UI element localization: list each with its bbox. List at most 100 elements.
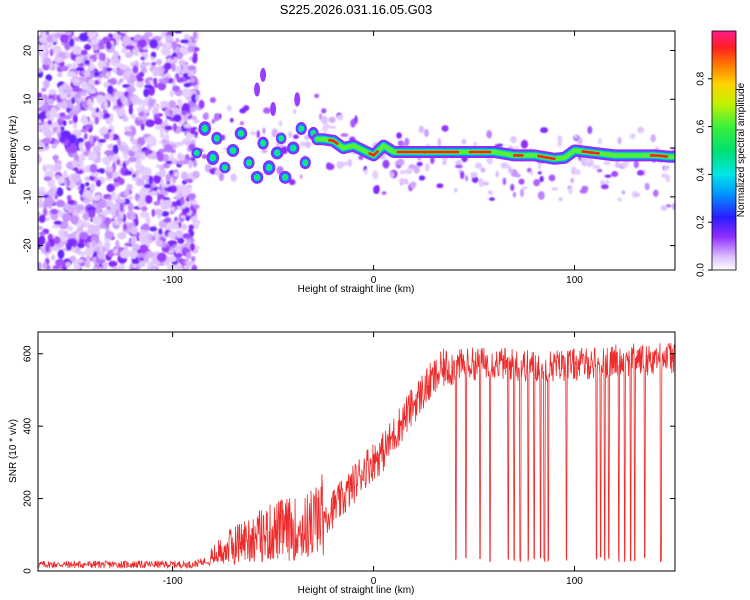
noise-spot [75,55,82,65]
noise-spot [461,138,467,145]
noise-spot [89,107,97,112]
noise-spot [637,126,645,134]
noise-spot [94,116,100,125]
noise-spot [182,233,192,239]
noise-spot [162,218,171,223]
noise-spot [38,140,44,150]
ridge-blob [290,145,296,151]
noise-spot [126,183,133,192]
noise-spot [474,162,483,169]
noise-spot [118,112,126,117]
noise-spot [117,217,124,223]
noise-spot [473,142,478,147]
noise-spot [183,82,191,88]
noise-spot [156,59,163,66]
y-tick-label: 400 [23,417,34,434]
noise-spot [160,178,165,187]
noise-spot [132,65,139,74]
ridge-blob [202,125,208,132]
spectrogram-noise-field [38,31,675,270]
ridge-peak [581,150,600,155]
noise-spot [161,31,166,37]
noise-spot [107,85,114,95]
noise-spot [69,255,76,262]
ridge-blob [279,135,284,141]
noise-spot [51,144,57,149]
noise-spot [97,60,105,69]
noise-spot [163,144,174,153]
noise-spot [94,246,101,253]
noise-spot [142,109,151,114]
noise-spot [43,176,52,181]
noise-spot [130,226,138,235]
y-tick-label: 20 [23,45,34,57]
noise-spot [150,56,155,61]
noise-spot [515,173,521,178]
snr-y-axis: 0 200 400 600 [23,345,675,574]
colorbar-tick-label: 0.8 [696,71,707,85]
noise-spot [500,162,509,169]
noise-spot [55,187,64,197]
noise-spot [88,88,97,95]
noise-spot [441,125,449,132]
noise-spot [397,140,404,147]
spectrogram-y-axis: -20 -10 0 10 20 [23,45,675,253]
noise-spot [59,33,69,43]
noise-spot [180,171,188,181]
noise-spot [161,242,167,248]
noise-spot [129,213,136,221]
noise-spot [347,158,353,167]
noise-spot [103,209,110,215]
noise-spot [644,182,650,191]
noise-spot [38,235,46,246]
noise-spot [372,170,379,180]
noise-spot [38,67,43,73]
noise-spot [86,38,92,43]
noise-spot [137,39,148,48]
noise-spot [108,260,118,268]
colorbar-tick-label: 0.0 [696,263,707,277]
noise-spot [87,98,93,107]
noise-spot [184,206,190,214]
noise-spot [46,98,55,105]
noise-spot [65,86,72,95]
noise-spot [119,31,130,34]
noise-spot [128,156,137,163]
noise-spot [191,255,196,262]
noise-spot [80,128,89,133]
noise-spot [151,191,158,196]
noise-spot [47,119,52,126]
noise-spot [112,144,119,155]
noise-spot [341,161,349,166]
noise-spot [147,85,155,96]
noise-spot [271,128,279,138]
noise-spot [261,149,268,154]
noise-spot [72,248,78,253]
noise-spot [518,178,525,185]
noise-spot [41,137,52,145]
noise-spot [437,137,442,147]
noise-spot [548,174,556,182]
noise-spot [455,159,463,167]
noise-spot [83,198,91,204]
noise-spot [182,87,191,98]
noise-spot [128,195,134,200]
noise-spot [96,141,103,147]
noise-spot [122,71,131,81]
noise-spot [112,153,119,163]
noise-spot [304,141,312,149]
noise-spot [42,262,48,270]
noise-spot [120,64,129,70]
noise-spot [53,139,60,145]
noise-spot [55,199,66,208]
noise-spot [89,175,96,181]
noise-spot [70,215,79,225]
noise-spot [60,65,69,72]
noise-spot [127,97,132,106]
noise-spot [131,259,140,265]
ridge-blob [230,148,236,153]
noise-spot [143,113,148,119]
noise-spot [149,226,158,232]
noise-spot [203,112,209,120]
